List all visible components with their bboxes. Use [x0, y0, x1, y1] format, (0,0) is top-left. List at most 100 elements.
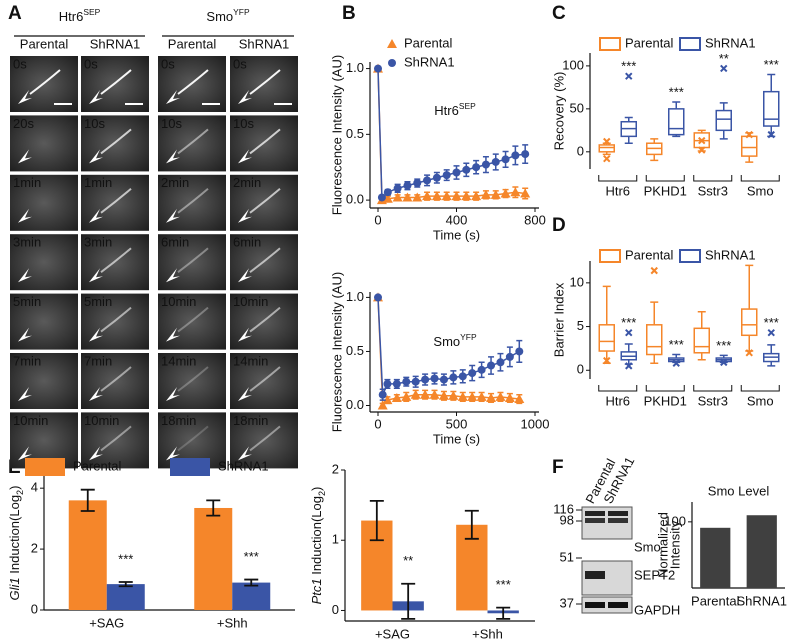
- arrowhead: [18, 149, 32, 164]
- time-label: 18min: [233, 413, 268, 428]
- marker: [457, 391, 468, 401]
- legend-swatch: [679, 249, 701, 263]
- blot-band: [585, 602, 605, 608]
- legend-label: ShRNA1: [705, 35, 756, 50]
- x-tick-label: +SAG: [375, 626, 410, 641]
- marker: [491, 157, 500, 166]
- significance: **: [403, 553, 413, 568]
- x-tick-label: +Shh: [217, 615, 248, 630]
- marker: [383, 379, 392, 388]
- flier: [625, 72, 633, 80]
- y-axis-label: Fluorescence Intensity (AU): [329, 272, 344, 432]
- legend-swatch: [679, 37, 701, 51]
- error-bar: [496, 606, 511, 620]
- panel-letter: B: [342, 3, 356, 24]
- marker: [412, 192, 423, 202]
- legend-marker: [387, 39, 397, 48]
- error-bar: [118, 581, 133, 588]
- bar: [700, 527, 731, 588]
- flier: [698, 146, 706, 154]
- x-tick-label: 0: [374, 212, 381, 227]
- cilium: [177, 247, 209, 273]
- time-label: 10s: [84, 116, 105, 131]
- marker: [432, 173, 441, 182]
- group-title-part: SEP: [83, 7, 100, 17]
- flier: [603, 137, 611, 146]
- box: [763, 90, 780, 127]
- marker: [421, 375, 430, 384]
- arrowhead: [89, 387, 103, 401]
- time-label: 10min: [84, 413, 119, 428]
- significance: ***: [716, 338, 731, 353]
- blot-band: [585, 511, 605, 516]
- x-tick-label: +SAG: [89, 615, 124, 630]
- whisker-low: [650, 154, 659, 162]
- box: [646, 324, 663, 356]
- significance: **: [719, 51, 729, 66]
- marker: [403, 181, 412, 190]
- time-label: 0s: [84, 56, 98, 71]
- marker: [462, 165, 471, 174]
- column-label: Parental: [168, 36, 217, 51]
- marker: [393, 184, 402, 193]
- marker: [520, 188, 531, 198]
- marker: [449, 373, 458, 382]
- error-bar: [80, 488, 95, 512]
- time-label: 1min: [84, 175, 112, 190]
- cilium: [100, 128, 132, 155]
- flier: [603, 356, 611, 365]
- marker: [411, 377, 420, 386]
- y-axis-label: Recovery (%): [551, 72, 566, 151]
- cilium: [249, 306, 281, 333]
- category-bracket: [740, 385, 780, 392]
- time-label: 2min: [161, 175, 189, 190]
- box: [598, 324, 615, 352]
- box: [715, 109, 732, 132]
- marker: [420, 389, 431, 399]
- time-label: 3min: [13, 235, 41, 250]
- marker: [378, 390, 387, 399]
- time-label: 0s: [13, 56, 27, 71]
- annotation-part: Htr6: [434, 103, 459, 118]
- whisker-high: [745, 264, 754, 310]
- marker: [422, 191, 433, 201]
- legend-label: ShRNA1: [404, 54, 455, 69]
- cilium: [249, 69, 281, 95]
- marker: [495, 391, 506, 401]
- flier: [720, 64, 728, 73]
- marker: [377, 193, 386, 202]
- whisker-low: [650, 354, 659, 365]
- marker: [439, 375, 448, 384]
- marker: [423, 176, 432, 185]
- marker: [430, 374, 439, 383]
- arrowhead: [18, 327, 32, 342]
- time-label: 10min: [233, 294, 268, 309]
- x-tick-label: +Shh: [472, 626, 503, 641]
- micrograph: [158, 293, 226, 350]
- marker: [451, 191, 462, 201]
- time-label: 7min: [13, 353, 41, 368]
- whisker-high: [719, 102, 728, 111]
- annotation-part: SEP: [459, 101, 476, 111]
- whisker-low: [624, 136, 633, 144]
- group-title-part: Smo: [206, 9, 233, 24]
- cilium: [100, 425, 132, 452]
- x-tick-label: Smo: [747, 393, 774, 408]
- marker: [500, 188, 511, 198]
- box: [693, 327, 710, 354]
- time-label: 14min: [161, 353, 196, 368]
- chart-title: Smo Level: [708, 483, 770, 498]
- annotation: SmoYFP: [433, 332, 477, 349]
- whisker-high: [602, 285, 611, 325]
- y-tick-label: 0.0: [346, 397, 364, 412]
- time-label: 10s: [233, 116, 254, 131]
- annotation: Htr6SEP: [434, 101, 476, 118]
- marker: [521, 150, 530, 159]
- y-tick-label: 100: [664, 513, 686, 528]
- whisker-high: [624, 343, 633, 352]
- marker: [461, 191, 472, 201]
- legend-label: ShRNA1: [705, 247, 756, 262]
- legend-label: Parental: [73, 458, 122, 473]
- annotation-part: Smo: [433, 334, 460, 349]
- legend-swatch: [599, 249, 621, 263]
